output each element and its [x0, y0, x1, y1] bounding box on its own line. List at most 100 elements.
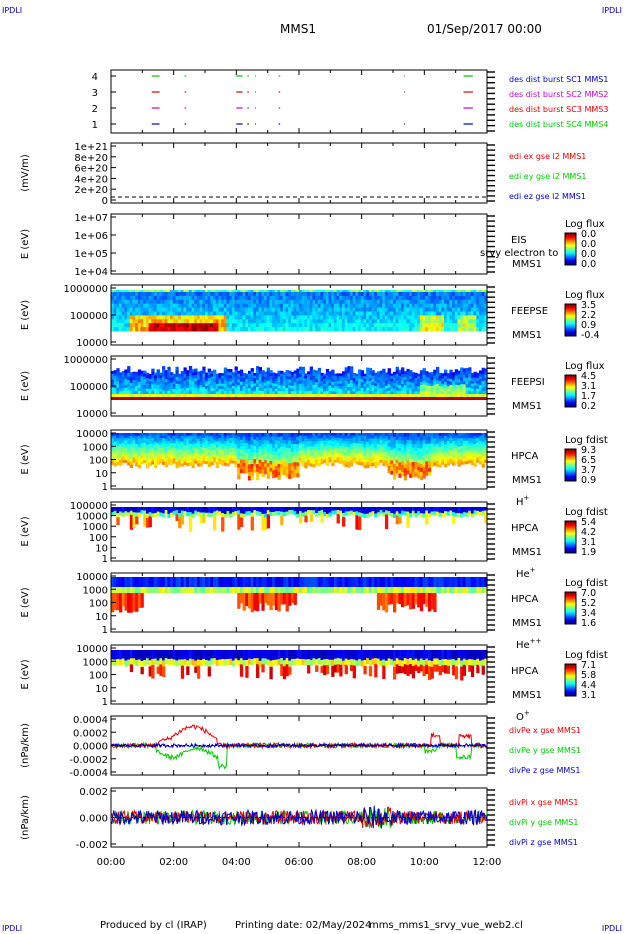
hpca_h-spectrogram-cell	[454, 443, 459, 447]
hpca_h-spectrogram-cell	[339, 443, 343, 447]
feepse-spectrogram-cell	[132, 299, 136, 305]
feepse-spectrogram-cell	[113, 290, 117, 292]
feepse-spectrogram-cell	[398, 303, 402, 309]
hpca_h-spectrogram-cell	[360, 443, 365, 447]
feepsi-spectrogram-cell	[135, 397, 139, 400]
feepsi-spectrogram-cell	[299, 376, 303, 381]
feepse-spectrogram-cell	[387, 315, 391, 320]
feepsi-spectrogram-cell	[446, 388, 450, 392]
feepse-spectrogram-cell	[183, 292, 187, 297]
hpca_h-spectrogram-cell	[414, 458, 418, 463]
hpca_h-spectrogram-cell	[476, 437, 480, 441]
feepsi-spectrogram-cell	[199, 388, 203, 392]
hpca_h-spectrogram-cell	[427, 461, 432, 466]
hpca_h-spectrogram-cell	[159, 452, 163, 456]
hpca_h-spectrogram-cell	[111, 451, 115, 455]
hpca_h-spectrogram-cell	[460, 461, 464, 465]
feepse-spectrogram-cell	[312, 292, 316, 297]
hpca_h-spectrogram-cell	[339, 458, 343, 462]
feepsi-spectrogram-cell	[213, 390, 217, 395]
eis-colorbar-tick: 0.0	[581, 239, 596, 250]
hpca_h-spectrogram-cell	[430, 447, 434, 451]
feepse-spectrogram-cell	[441, 319, 445, 324]
feepsi-spectrogram-cell	[398, 378, 402, 383]
feepsi-spectrogram-cell	[454, 378, 459, 383]
feepsi-spectrogram-cell	[247, 394, 252, 397]
hpca_h-spectrogram-cell	[441, 443, 445, 447]
feepsi-spectrogram-cell	[205, 388, 209, 392]
hpca_h-spectrogram-cell	[350, 457, 354, 461]
feepse-spectrogram-cell	[419, 307, 424, 312]
feepsi-spectrogram-cell	[116, 390, 120, 395]
feepse-colorbar-cell	[565, 330, 576, 332]
feepsi-spectrogram-cell	[288, 385, 292, 389]
feepsi-spectrogram-cell	[151, 368, 155, 373]
feepsi-spectrogram-cell	[352, 383, 356, 387]
feepse-spectrogram-cell	[274, 311, 279, 316]
feepsi-spectrogram-cell	[390, 378, 394, 382]
feepse-spectrogram-cell	[269, 292, 273, 297]
feepsi-spectrogram-cell	[422, 397, 426, 400]
hpca_h-spectrogram-cell	[393, 448, 397, 453]
feepsi-spectrogram-cell	[261, 379, 265, 383]
feepse-spectrogram-cell	[207, 319, 211, 324]
feepsi-spectrogram-cell	[226, 372, 230, 376]
feepsi-spectrogram-cell	[341, 382, 346, 387]
feepse-spectrogram-cell	[368, 319, 373, 324]
hpca_h-spectrogram-cell	[363, 444, 367, 448]
hpca_h-spectrogram-cell	[344, 463, 348, 468]
feepsi-spectrogram-cell	[325, 368, 330, 373]
feepsi-spectrogram-cell	[323, 376, 327, 380]
feepse-spectrogram-cell	[170, 315, 174, 320]
feepse-spectrogram-cell	[320, 295, 324, 301]
hpca_h-spectrogram-cell	[266, 448, 271, 453]
feepse-spectrogram-cell	[484, 290, 488, 292]
hpca_h-spectrogram-cell	[274, 469, 279, 474]
eis-colorbar-cell	[565, 247, 576, 249]
hpca_h-spectrogram-cell	[245, 459, 249, 464]
hpca_h-spectrogram-cell	[333, 452, 338, 456]
hpca_h-spectrogram-cell	[288, 440, 292, 445]
hpca_h-spectrogram-cell	[366, 447, 370, 451]
feepsi-spectrogram-cell	[272, 377, 276, 382]
hpca_h-spectrogram-cell	[162, 443, 166, 447]
feepsi-spectrogram-cell	[151, 390, 155, 395]
feepsi-spectrogram-cell	[460, 390, 464, 395]
hpca_h-spectrogram-cell	[229, 435, 233, 439]
feepse-spectrogram-cell	[237, 290, 241, 292]
feepse-spectrogram-cell	[446, 292, 450, 297]
hpca_h-spectrogram-cell	[264, 463, 268, 468]
feepsi-spectrogram-cell	[205, 385, 209, 390]
feepse-spectrogram-cell	[441, 311, 445, 316]
hpca_h-spectrogram-cell	[186, 463, 190, 467]
hpca_h-spectrogram-cell	[288, 444, 292, 449]
hpca_h-spectrogram-cell	[403, 444, 408, 450]
hpca_h-spectrogram-cell	[164, 438, 168, 442]
feepse-spectrogram-cell	[444, 295, 448, 301]
hpca_h-spectrogram-cell	[180, 441, 185, 445]
feepsi-spectrogram-cell	[419, 382, 424, 386]
hpca_h-spectrogram-cell	[140, 440, 144, 444]
hpca_h-spectrogram-cell	[207, 444, 211, 448]
hpca_h-spectrogram-cell	[210, 440, 214, 445]
feepse-spectrogram-cell	[355, 319, 359, 324]
feepse-colorbar-cell	[565, 309, 576, 311]
feepsi-spectrogram-cell	[299, 380, 303, 385]
feepse-spectrogram-cell	[221, 295, 225, 301]
hpca_h-spectrogram-cell	[202, 440, 206, 444]
feepse-spectrogram-cell	[280, 311, 284, 316]
feepsi-spectrogram-cell	[288, 391, 292, 395]
hpca_h-spectrogram-cell	[325, 457, 330, 461]
hpca_h-spectrogram-cell	[296, 443, 300, 449]
feepsi-spectrogram-cell	[478, 376, 483, 380]
feepsi-spectrogram-cell	[366, 387, 370, 392]
feepsi-spectrogram-cell	[274, 391, 279, 395]
hpca_h-spectrogram-cell	[333, 454, 338, 458]
hpca_h-spectrogram-cell	[175, 464, 179, 469]
feepse-spectrogram-cell	[299, 290, 303, 292]
feepse-spectrogram-cell	[226, 319, 230, 324]
feepsi-spectrogram-cell	[178, 386, 182, 390]
feepsi-spectrogram-cell	[312, 390, 316, 395]
feepse-spectrogram-cell	[454, 290, 459, 292]
feepsi-spectrogram-cell	[371, 379, 375, 383]
